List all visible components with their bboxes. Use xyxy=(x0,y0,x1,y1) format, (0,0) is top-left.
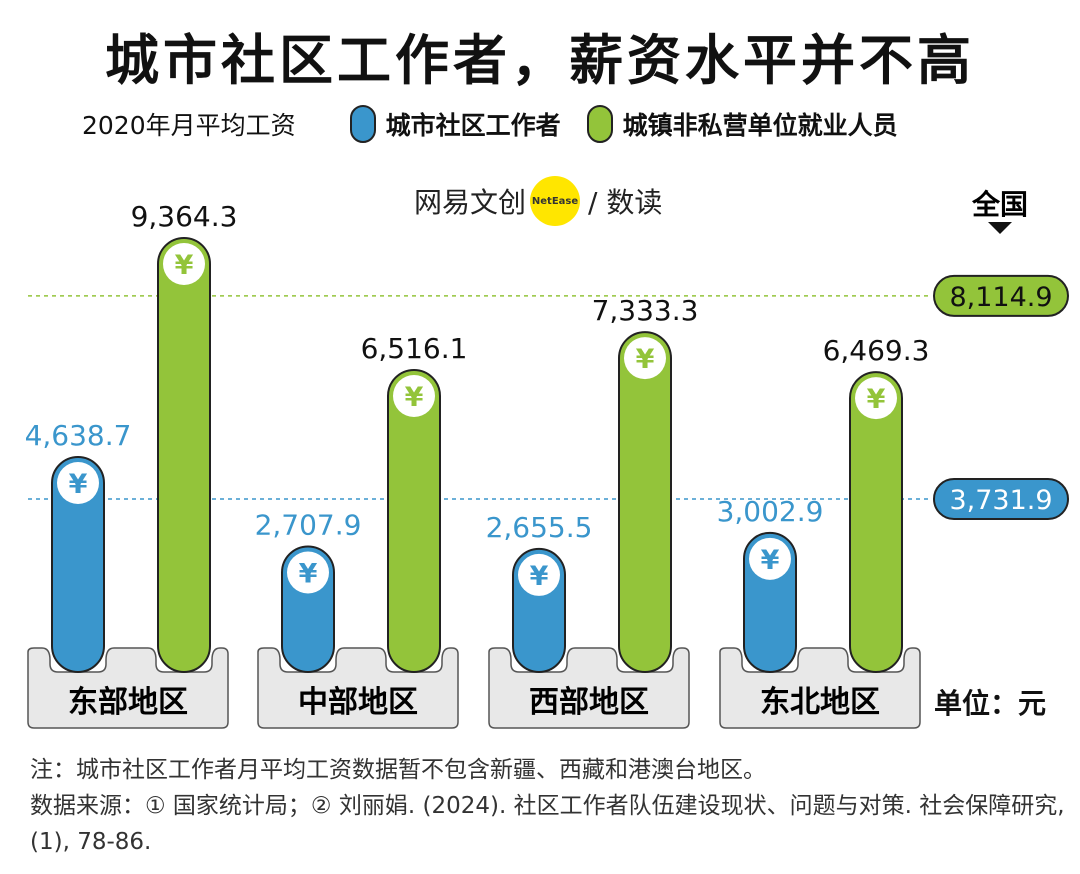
bar xyxy=(157,236,211,673)
region-base xyxy=(27,647,229,729)
brand-name: 网易文创 xyxy=(414,186,527,219)
yen-coin-icon xyxy=(855,377,897,420)
yen-symbol: ¥ xyxy=(405,382,424,413)
chart-title: 城市社区工作者，薪资水平并不高 xyxy=(105,29,975,92)
data-label: 6,469.3 xyxy=(823,334,930,367)
reference-value: 8,114.9 xyxy=(949,282,1052,313)
region-base xyxy=(257,647,459,729)
reference-badge xyxy=(933,274,1069,317)
yen-symbol: ¥ xyxy=(761,545,780,576)
legend-label-community-workers: 城市社区工作者 xyxy=(385,111,561,140)
data-label: 6,516.1 xyxy=(361,332,468,365)
bar xyxy=(51,455,105,673)
yen-coin-icon xyxy=(287,551,329,594)
yen-coin-icon xyxy=(393,374,435,417)
notes: 注：城市社区工作者月平均工资数据暂不包含新疆、西藏和港澳台地区。 数据来源：① … xyxy=(30,752,1070,860)
reference-badge xyxy=(933,478,1069,521)
yen-symbol: ¥ xyxy=(867,384,886,415)
yen-symbol: ¥ xyxy=(69,469,88,500)
data-label: 9,364.3 xyxy=(131,200,238,233)
bar xyxy=(387,368,441,673)
yen-coin-icon xyxy=(624,337,666,380)
unit-label: 单位：元 xyxy=(934,687,1047,720)
down-triangle-icon xyxy=(988,222,1012,234)
data-label: 3,002.9 xyxy=(717,495,824,528)
category-label: 西部地区 xyxy=(529,685,649,720)
legend-swatch-blue xyxy=(349,105,376,143)
data-label: 2,707.9 xyxy=(255,508,362,541)
legend-swatch-green xyxy=(586,105,613,143)
category-label: 东部地区 xyxy=(68,685,188,720)
category-label: 中部地区 xyxy=(298,685,418,720)
note-line: 注：城市社区工作者月平均工资数据暂不包含新疆、西藏和港澳台地区。 xyxy=(30,757,766,783)
yen-symbol: ¥ xyxy=(636,344,655,375)
brand-section: / 数读 xyxy=(588,186,663,219)
yen-symbol: ¥ xyxy=(530,561,549,592)
reference-title: 全国 xyxy=(971,188,1028,221)
bar xyxy=(849,371,903,673)
yen-coin-icon xyxy=(163,242,205,285)
data-label: 2,655.5 xyxy=(486,511,593,544)
reference-value: 3,731.9 xyxy=(949,485,1052,516)
legend-label-urban-employees: 城镇非私营单位就业人员 xyxy=(622,111,898,140)
yen-coin-icon xyxy=(749,537,791,580)
netease-logo-icon: NetEase xyxy=(530,176,581,226)
legend-subtitle: 2020年月平均工资 xyxy=(82,111,296,140)
category-label: 东北地区 xyxy=(760,685,880,720)
yen-coin-icon xyxy=(518,553,560,596)
region-base xyxy=(719,647,921,729)
legend-item-community-workers: 城市社区工作者 xyxy=(349,105,561,143)
yen-symbol: ¥ xyxy=(299,558,318,589)
brand-logo: 网易文创 NetEase / 数读 xyxy=(414,176,662,226)
yen-coin-icon xyxy=(57,461,99,504)
legend: 2020年月平均工资 城市社区工作者 城镇非私营单位就业人员 xyxy=(82,104,924,144)
data-label: 7,333.3 xyxy=(592,294,699,327)
yen-symbol: ¥ xyxy=(175,250,194,281)
region-base xyxy=(488,647,690,729)
source-line: 数据来源：① 国家统计局；② 刘丽娟. (2024). 社区工作者队伍建设现状、… xyxy=(30,793,1065,855)
legend-item-urban-employees: 城镇非私营单位就业人员 xyxy=(586,105,898,143)
bar xyxy=(618,331,672,673)
data-label: 4,638.7 xyxy=(25,419,132,452)
